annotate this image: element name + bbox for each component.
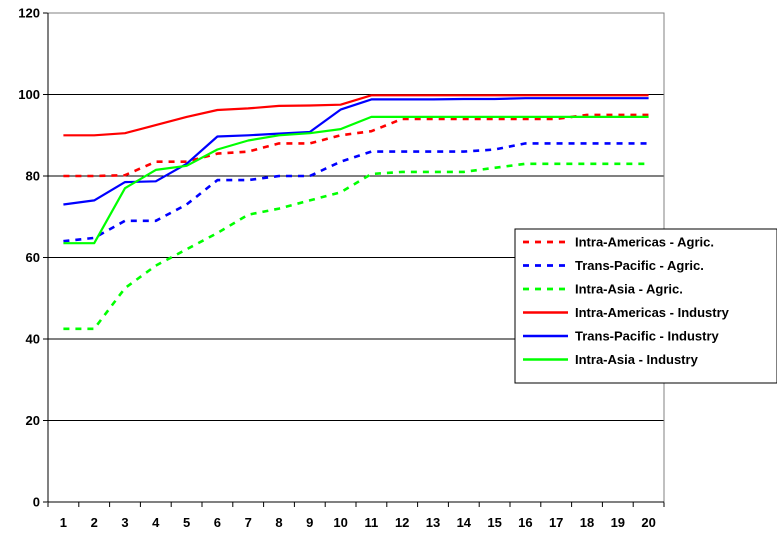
legend-label: Intra-Asia - Agric. [575,282,683,297]
x-tick-label: 2 [91,515,98,530]
legend-box [514,228,777,384]
legend-label: Intra-Americas - Agric. [575,235,714,250]
series-line-5 [63,97,649,206]
series-line-1 [63,113,649,178]
y-tick-label: 80 [26,169,40,184]
y-tick-label: 120 [18,6,40,21]
y-tick-label: 60 [26,250,40,265]
x-tick-label: 20 [641,515,655,530]
x-tick-label: 16 [518,515,532,530]
y-axis-ticks: 0 20 40 60 80 100 120 [18,6,48,510]
x-tick-label: 13 [426,515,440,530]
x-tick-label: 3 [121,515,128,530]
x-tick-label: 9 [306,515,313,530]
legend-label: Intra-Asia - Industry [575,352,699,367]
legend-label: Intra-Americas - Industry [575,305,730,320]
series-line-2 [63,142,649,243]
x-tick-label: 15 [487,515,501,530]
y-tick-label: 0 [33,495,40,510]
series-lines [63,94,649,331]
x-tick-label: 4 [152,515,160,530]
x-tick-label: 19 [611,515,625,530]
x-tick-label: 17 [549,515,563,530]
x-tick-label: 8 [275,515,282,530]
x-tick-label: 10 [333,515,347,530]
x-tick-label: 6 [214,515,221,530]
x-tick-label: 12 [395,515,409,530]
legend-label: Trans-Pacific - Industry [575,329,720,344]
x-tick-label: 7 [245,515,252,530]
series-line-3 [63,162,649,331]
x-tick-label: 5 [183,515,190,530]
y-tick-label: 20 [26,413,40,428]
x-axis-ticks: 1 2 3 4 5 6 7 8 9 10 11 12 13 14 15 16 17 18 19 20 [47,502,665,530]
y-tick-label: 100 [18,87,40,102]
y-tick-label: 40 [26,332,40,347]
x-tick-label: 18 [580,515,594,530]
legend-label: Trans-Pacific - Agric. [575,258,704,273]
series-line-4 [63,94,649,137]
x-tick-label: 11 [365,515,379,530]
x-tick-label: 14 [457,515,472,530]
legend: Intra-Americas - Agric. Trans-Pacific - A… [514,228,777,384]
series-line-6 [63,115,649,245]
x-tick-label: 1 [60,515,67,530]
